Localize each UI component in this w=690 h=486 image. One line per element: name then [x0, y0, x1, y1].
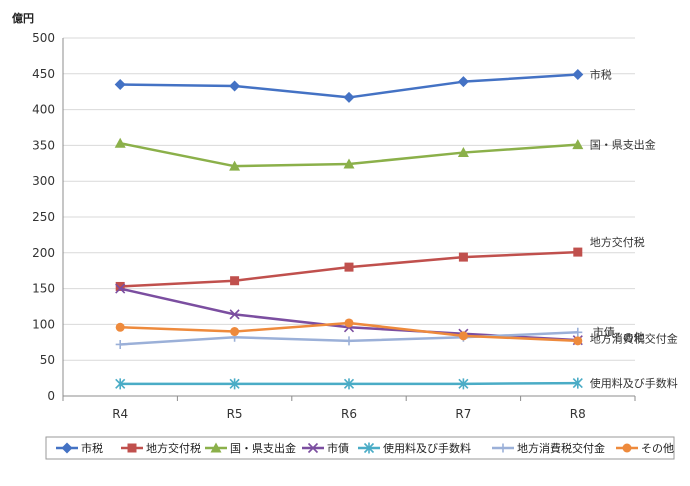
y-tick-100: 100 [32, 317, 55, 331]
point-地方交付税-R7 [458, 252, 468, 262]
point-市税-R7 [457, 76, 469, 88]
end-label-その他: その他 [612, 331, 645, 344]
point-使用料及び手数料-R5 [229, 378, 240, 390]
series-その他 [115, 318, 583, 346]
point-国・県支出金-R6 [343, 158, 355, 169]
point-その他-R6 [344, 318, 354, 328]
point-国・県支出金-R8 [572, 139, 584, 150]
point-市税-R8 [572, 69, 584, 81]
point-その他-R8 [573, 336, 583, 346]
y-tick-350: 350 [32, 138, 55, 152]
series-地方交付税 [115, 247, 583, 291]
point-地方交付税-R4 [115, 281, 125, 291]
legend-label-市債: 市債 [327, 441, 349, 455]
end-label-市債: 市債 [593, 325, 615, 339]
end-label-市税: 市税 [590, 68, 612, 82]
x-tick-labels: R4 R5 R6 R7 R8 [112, 407, 586, 421]
point-国・県支出金-R7 [457, 147, 469, 158]
legend-marker-市債 [307, 442, 319, 454]
end-label-地方消費税交付金: 地方消費税交付金 [590, 331, 678, 345]
point-国・県支出金-R5 [229, 160, 241, 171]
line-市債 [119, 287, 578, 342]
series-市税 [114, 69, 584, 103]
y-tick-0: 0 [47, 389, 55, 403]
point-地方消費税交付金-R4 [115, 339, 125, 349]
y-tick-450: 450 [32, 67, 55, 81]
legend-marker-市税 [61, 442, 73, 454]
point-市債-R5 [229, 309, 240, 320]
legend-label-地方消費税交付金: 地方消費税交付金 [517, 441, 605, 455]
end-label-地方交付税: 地方交付税 [590, 235, 645, 249]
point-地方交付税-R8 [573, 247, 583, 257]
series-lines [114, 69, 584, 390]
series-使用料及び手数料 [115, 377, 583, 390]
legend-label-市税: 市税 [81, 441, 103, 455]
y-tick-300: 300 [32, 174, 55, 188]
legend-label-使用料及び手数料: 使用料及び手数料 [383, 441, 471, 455]
y-tick-200: 200 [32, 246, 55, 260]
y-unit-label: 億円 [12, 11, 34, 25]
x-tick-R8: R8 [570, 407, 586, 421]
point-市債-R4 [115, 283, 126, 294]
legend-marker-地方交付税 [127, 443, 137, 453]
point-その他-R4 [115, 322, 125, 332]
legend-marker-その他 [622, 443, 632, 453]
point-使用料及び手数料-R4 [115, 378, 126, 390]
point-地方消費税交付金-R8 [573, 327, 583, 337]
legend-marker-地方消費税交付金 [498, 443, 508, 453]
legend-marker-国・県支出金 [210, 442, 222, 453]
point-その他-R5 [230, 327, 240, 337]
x-tick-R4: R4 [112, 407, 128, 421]
point-市税-R6 [343, 91, 355, 103]
grid-lines [63, 37, 635, 397]
legend: 市税 地方交付税 国・県支出金 市債 使用料及び手数料 地方消費税交付金 その他 [45, 436, 675, 460]
end-label-国・県支出金: 国・県支出金 [590, 138, 656, 152]
y-tick-250: 250 [32, 210, 55, 224]
series-国・県支出金 [114, 137, 584, 171]
x-tick-R5: R5 [227, 407, 243, 421]
x-tick-R6: R6 [341, 407, 357, 421]
legend-label-その他: その他 [641, 442, 674, 455]
point-地方交付税-R5 [230, 276, 240, 286]
y-tick-50: 50 [40, 353, 55, 367]
point-使用料及び手数料-R8 [572, 377, 583, 389]
legend-label-地方交付税: 地方交付税 [146, 441, 201, 455]
y-tick-labels: 0 50 100 150 200 250 300 350 400 450 500 [32, 31, 55, 403]
axes [62, 38, 636, 401]
point-地方消費税交付金-R6 [344, 336, 354, 346]
point-地方交付税-R6 [344, 262, 354, 272]
end-label-使用料及び手数料: 使用料及び手数料 [590, 376, 678, 390]
point-市税-R4 [114, 79, 126, 91]
point-使用料及び手数料-R6 [343, 378, 355, 390]
y-tick-150: 150 [32, 282, 55, 296]
point-国・県支出金-R4 [114, 137, 126, 148]
x-tick-R7: R7 [455, 407, 471, 421]
point-使用料及び手数料-R7 [458, 378, 469, 390]
point-その他-R7 [458, 331, 468, 341]
legend-label-国・県支出金: 国・県支出金 [230, 441, 296, 455]
y-tick-400: 400 [32, 103, 55, 117]
y-tick-500: 500 [32, 31, 55, 45]
legend-marker-使用料及び手数料 [363, 442, 375, 454]
point-市税-R5 [229, 80, 241, 92]
